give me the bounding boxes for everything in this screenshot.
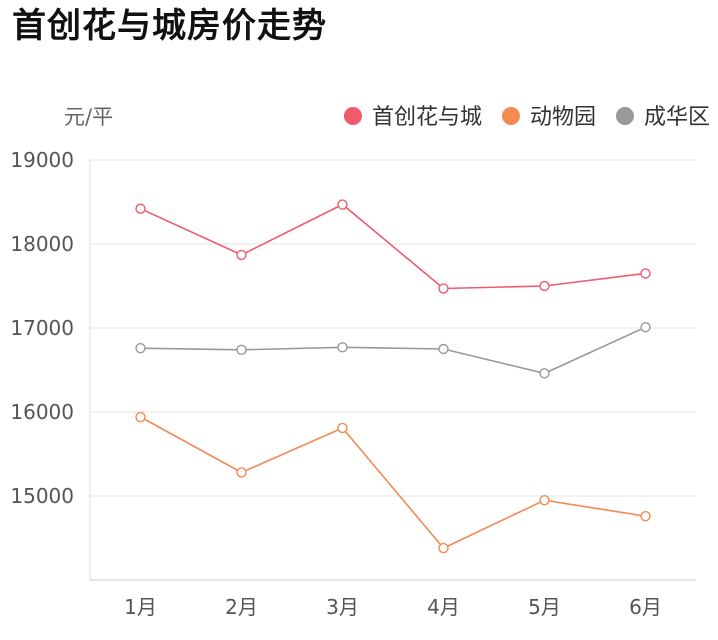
x-tick-label: 2月	[225, 595, 258, 619]
y-tick-label: 18000	[10, 232, 74, 256]
legend-marker	[615, 107, 634, 125]
legend-marker	[501, 107, 520, 125]
data-point[interactable]	[337, 422, 348, 434]
data-point[interactable]	[236, 467, 247, 478]
legend: 首创花与城 动物园 成华区	[343, 105, 710, 130]
data-point[interactable]	[337, 342, 348, 353]
data-point[interactable]	[438, 283, 449, 294]
data-point[interactable]	[135, 203, 146, 214]
data-point[interactable]	[236, 249, 247, 261]
legend-marker	[343, 107, 362, 125]
y-tick-label: 17000	[10, 316, 74, 340]
legend-label: 成华区	[644, 105, 710, 130]
chart-title: 首创花与城房价走势	[12, 6, 327, 46]
legend-item[interactable]: 成华区	[615, 105, 710, 130]
legend-item[interactable]: 动物园	[501, 105, 596, 130]
x-tick-label: 6月	[629, 595, 662, 619]
x-tick-labels: 1月 2月 3月 4月 5月 6月	[124, 595, 662, 619]
data-point[interactable]	[337, 199, 348, 210]
legend-item[interactable]: 首创花与城	[343, 105, 482, 130]
series-line-0	[140, 203, 646, 290]
x-tick-label: 1月	[124, 595, 157, 619]
data-point[interactable]	[438, 343, 449, 355]
y-axis-label: 元/平	[64, 105, 113, 129]
data-point[interactable]	[640, 510, 651, 522]
data-point[interactable]	[135, 342, 146, 354]
data-point[interactable]	[438, 542, 449, 554]
legend-label: 动物园	[530, 105, 596, 130]
data-point[interactable]	[135, 411, 146, 423]
data-point[interactable]	[236, 344, 247, 356]
data-point[interactable]	[539, 368, 550, 379]
y-tick-label: 19000	[10, 148, 74, 172]
series-points	[135, 199, 651, 554]
y-tick-label: 16000	[10, 400, 74, 424]
series-line-2	[140, 326, 646, 375]
data-point[interactable]	[640, 321, 651, 333]
x-tick-label: 5月	[528, 595, 561, 619]
x-tick-label: 4月	[427, 595, 460, 619]
data-point[interactable]	[539, 280, 550, 292]
series-lines	[140, 203, 646, 550]
legend-label: 首创花与城	[372, 105, 482, 130]
y-tick-label: 15000	[10, 484, 74, 508]
series-line-1	[140, 416, 646, 550]
y-tick-labels: 19000 18000 17000 16000 15000	[10, 148, 74, 508]
gridlines	[90, 159, 696, 497]
data-point[interactable]	[640, 268, 651, 279]
x-tick-label: 3月	[326, 595, 359, 619]
data-point[interactable]	[539, 495, 550, 506]
axes	[89, 160, 696, 581]
